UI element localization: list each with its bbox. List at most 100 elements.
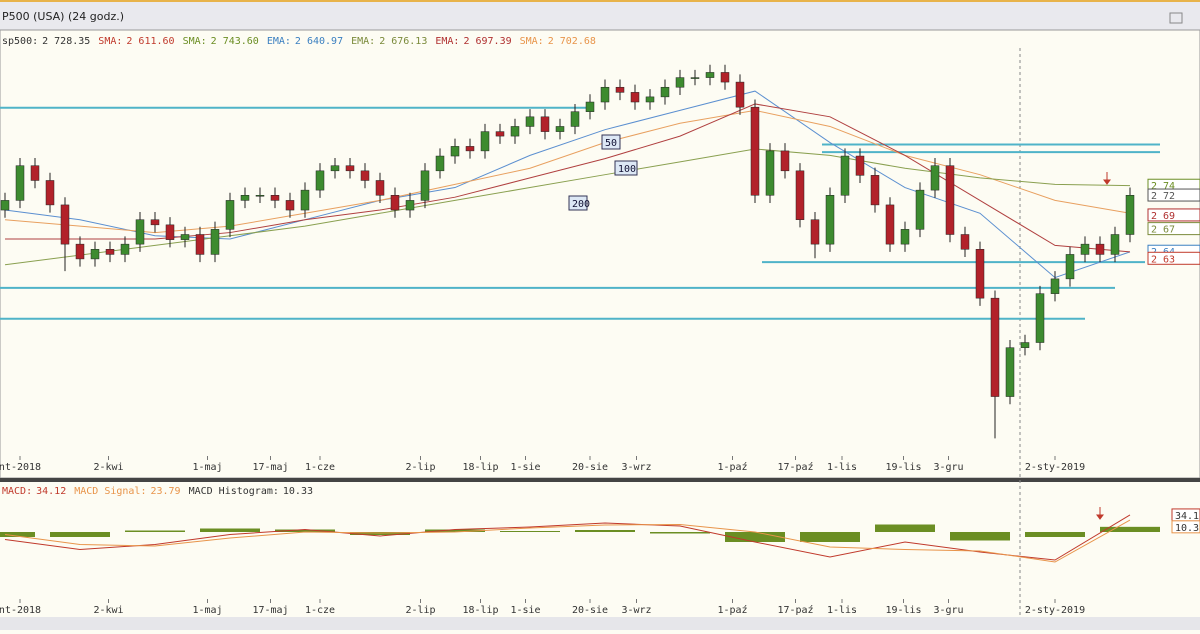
maximize-button[interactable] <box>1169 12 1183 24</box>
x-tick-label: 2-sty-2019 <box>1025 462 1085 473</box>
candle-body <box>15 165 25 201</box>
legend-name: SMA: <box>520 36 544 47</box>
x-tick-label: 17-maj <box>252 462 288 473</box>
histogram-bar <box>1025 532 1085 537</box>
histogram-bar <box>125 530 185 532</box>
legend-value: 34.12 <box>36 486 66 497</box>
candle-body <box>1125 195 1135 235</box>
x-tick-label: 1-cze <box>305 462 335 473</box>
x-tick-label: 1-cze <box>305 605 335 616</box>
histogram-bar <box>950 532 1010 541</box>
price-badge <box>1147 222 1200 236</box>
candle-body <box>945 165 955 235</box>
candle-body <box>405 200 415 211</box>
x-tick-label: 18-lip <box>462 605 498 616</box>
histogram-bar <box>50 532 110 537</box>
macd-badge <box>1171 520 1200 534</box>
legend-value: 2 611.60 <box>126 36 174 47</box>
x-tick-label: 1-paź <box>717 604 747 616</box>
legend-value: 2 702.68 <box>548 36 596 47</box>
signal-arrow <box>1096 507 1104 520</box>
x-tick-label: 17-maj <box>252 605 288 616</box>
ma-tag-box <box>614 160 638 176</box>
candle-body <box>60 204 70 245</box>
x-tick-label: 2-lip <box>405 605 435 616</box>
ma-tag: 200 <box>572 199 590 210</box>
legend: MACD: 34.12 MACD Signal: 23.79 MACD Histogra… <box>2 486 313 497</box>
legend-value: 10.33 <box>283 486 313 497</box>
candle-body <box>210 229 220 255</box>
x-tick-label: 1-lis <box>827 462 857 473</box>
candle-body <box>495 131 505 137</box>
candle-body <box>315 170 325 191</box>
candle-body <box>1035 293 1045 343</box>
candle-body <box>0 200 10 211</box>
candle-body <box>1005 347 1015 397</box>
ma-tag-box <box>568 195 588 211</box>
x-tick-label: 20-sie <box>572 462 608 473</box>
candle-body <box>195 234 205 255</box>
x-tick-label: 3-gru <box>933 462 963 473</box>
ma-tag: 100 <box>618 164 636 175</box>
x-tick-label: 1-sie <box>510 462 540 473</box>
candle-body <box>105 249 115 255</box>
candle-body <box>930 165 940 191</box>
candle-body <box>585 101 595 112</box>
candle-body <box>255 195 265 197</box>
candle-body <box>360 170 370 181</box>
pane-separator <box>0 478 1200 482</box>
candle-body <box>765 150 775 196</box>
candle-body <box>960 234 970 250</box>
price-badge <box>1147 188 1200 202</box>
candle-body <box>795 170 805 220</box>
ma-tag-box <box>601 134 621 150</box>
legend-name: EMA: <box>267 36 291 47</box>
x-tick-label: 3-gru <box>933 605 963 616</box>
price-badge-label: 2 67 <box>1151 225 1175 236</box>
candle-body <box>225 200 235 230</box>
candle-body <box>300 189 310 211</box>
candle-body <box>660 86 670 98</box>
macd-badge-label: 10.3 <box>1175 523 1199 534</box>
candle-body <box>285 200 295 211</box>
x-tick-label: 1-lis <box>827 605 857 616</box>
candle-body <box>435 155 445 172</box>
x-tick-label: 18-lip <box>462 462 498 473</box>
candle-body <box>1110 234 1120 255</box>
candle-body <box>615 86 625 93</box>
candle-body <box>330 165 340 172</box>
price-badge <box>1147 208 1200 222</box>
histogram-bar <box>650 532 710 534</box>
legend-name: sp500: <box>2 36 38 47</box>
candle-body <box>375 180 385 196</box>
candle-body <box>480 131 490 152</box>
histogram-bar <box>875 524 935 532</box>
x-tick-label: nt-2018 <box>0 605 41 616</box>
candle-body <box>1065 254 1075 280</box>
candle-body <box>855 155 865 176</box>
candle-body <box>810 219 820 245</box>
moving-average <box>4 90 1131 279</box>
x-tick-label: 3-wrz <box>621 605 651 616</box>
candle-body <box>345 165 355 172</box>
histogram-bar <box>425 529 485 532</box>
legend-name: SMA: <box>98 36 122 47</box>
candle-body <box>1080 243 1090 255</box>
candle-body <box>600 86 610 103</box>
x-tick-label: 2-sty-2019 <box>1025 605 1085 616</box>
candle-body <box>975 249 985 299</box>
title-accent <box>0 0 1200 2</box>
legend-value: 2 676.13 <box>379 36 427 47</box>
candle-body <box>90 249 100 260</box>
candle-body <box>630 92 640 103</box>
legend-name: EMA: <box>435 36 459 47</box>
x-tick-label: 1-maj <box>192 605 222 616</box>
candle-body <box>915 189 925 230</box>
status-bar <box>0 617 1200 630</box>
legend-name: MACD Histogram: <box>189 486 279 497</box>
candle-body <box>120 243 130 255</box>
x-tick-label: 1-paź <box>717 461 747 473</box>
candle-body <box>675 77 685 88</box>
